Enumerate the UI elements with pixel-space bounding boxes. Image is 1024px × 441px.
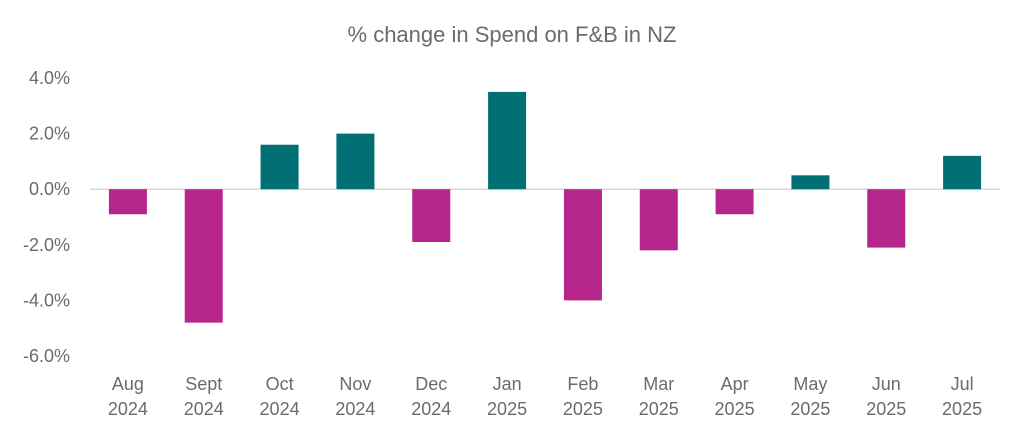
x-category-month-label: Jan <box>493 374 522 394</box>
x-category-year-label: 2025 <box>790 399 830 419</box>
x-category-month-label: Oct <box>266 374 294 394</box>
y-tick-label: 2.0% <box>29 124 70 144</box>
x-category-month-label: Jun <box>872 374 901 394</box>
x-axis-category-labels: Aug 2024 Sept 2024 Oct 2024 Nov 2024 Dec 2024 Jan 2… <box>108 374 982 419</box>
x-category-month-label: Apr <box>721 374 749 394</box>
x-category-month-label: Dec <box>415 374 447 394</box>
x-category-year-label: 2025 <box>942 399 982 419</box>
x-category-month-label: Nov <box>339 374 371 394</box>
bar-nov-2024 <box>336 133 375 190</box>
x-category-month-label: Jul <box>951 374 974 394</box>
bar-aug-2024 <box>108 189 147 215</box>
bar-sept-2024 <box>184 189 223 323</box>
x-category-year-label: 2025 <box>715 399 755 419</box>
x-category-month-label: May <box>793 374 827 394</box>
x-category-month-label: Sept <box>185 374 222 394</box>
x-category-year-label: 2024 <box>335 399 375 419</box>
y-tick-label: 4.0% <box>29 68 70 88</box>
x-category-year-label: 2024 <box>260 399 300 419</box>
x-category-year-label: 2024 <box>411 399 451 419</box>
bar-jun-2025 <box>867 189 906 248</box>
bar-jan-2025 <box>488 91 527 190</box>
x-category-year-label: 2025 <box>866 399 906 419</box>
bar-dec-2024 <box>412 189 451 243</box>
x-category-year-label: 2024 <box>108 399 148 419</box>
bar-oct-2024 <box>260 144 299 190</box>
chart-title: % change in Spend on F&B in NZ <box>348 22 677 47</box>
y-tick-label: -6.0% <box>23 346 70 366</box>
bars-group <box>108 91 982 323</box>
bar-apr-2025 <box>715 189 754 215</box>
y-axis-tick-labels: 4.0% 2.0% 0.0% -2.0% -4.0% -6.0% <box>23 68 70 366</box>
bar-feb-2025 <box>563 189 602 301</box>
y-tick-label: 0.0% <box>29 179 70 199</box>
bar-jul-2025 <box>943 155 982 190</box>
x-category-month-label: Feb <box>567 374 598 394</box>
y-tick-label: -4.0% <box>23 290 70 310</box>
x-category-month-label: Mar <box>643 374 674 394</box>
x-category-year-label: 2025 <box>487 399 527 419</box>
x-category-year-label: 2025 <box>639 399 679 419</box>
x-category-year-label: 2024 <box>184 399 224 419</box>
y-tick-label: -2.0% <box>23 235 70 255</box>
x-category-month-label: Aug <box>112 374 144 394</box>
bar-may-2025 <box>791 175 830 190</box>
x-category-year-label: 2025 <box>563 399 603 419</box>
bar-mar-2025 <box>639 189 678 251</box>
